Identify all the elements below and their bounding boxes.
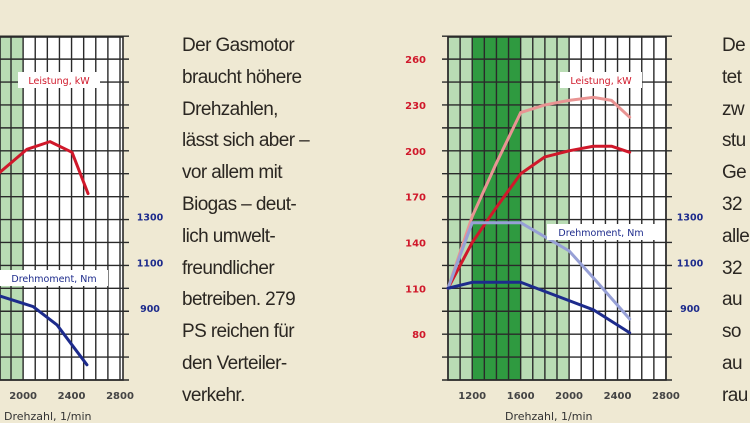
text-line: lich umwelt- bbox=[182, 225, 276, 247]
text-line: PS reichen für bbox=[182, 321, 295, 343]
plot-border bbox=[447, 36, 667, 381]
text-fragment: tet bbox=[722, 66, 742, 88]
chart-2: 1200 1600 2000 2400 2800 260 230 200 170 140 110 80… bbox=[405, 35, 704, 402]
right-tick-label: 900 bbox=[680, 304, 700, 315]
text-line: Biogas – deut- bbox=[182, 193, 297, 215]
legend-box-power bbox=[560, 72, 642, 88]
right-tick-label: 1300 bbox=[677, 213, 704, 224]
series-line-torque bbox=[446, 280, 632, 335]
left-tick-label: 80 bbox=[412, 330, 426, 341]
text-line: den Verteiler- bbox=[182, 352, 287, 374]
x-axis-title: Drehzahl, 1/min bbox=[4, 410, 92, 423]
x-tick-label: 2800 bbox=[106, 391, 134, 402]
left-tick-label: 170 bbox=[405, 193, 426, 204]
text-line: verkehr. bbox=[182, 384, 245, 406]
right-tick-label: 1100 bbox=[137, 258, 164, 269]
x-tick-label: 2000 bbox=[9, 391, 37, 402]
right-tick-label: 900 bbox=[140, 304, 160, 315]
text-line: braucht höhere bbox=[182, 66, 302, 88]
text-fragment: so bbox=[722, 321, 741, 343]
text-fragment: alle bbox=[722, 225, 750, 247]
text-fragment: au bbox=[722, 289, 743, 311]
text-fragment: rau bbox=[722, 384, 748, 406]
left-tick-label: 260 bbox=[405, 55, 426, 66]
text-line: Drehzahlen, bbox=[182, 98, 278, 120]
text-line: lässt sich aber – bbox=[182, 130, 310, 152]
series-line-torque bbox=[446, 221, 632, 321]
legend-box-torque bbox=[547, 224, 655, 240]
legend-label-power: Leistung, kW bbox=[570, 76, 632, 87]
series-line-power bbox=[0, 140, 90, 196]
text-line: betreiben. 279 bbox=[182, 289, 296, 311]
x-tick-label: 2000 bbox=[555, 391, 583, 402]
text-fragment: 32 bbox=[722, 257, 743, 279]
chart-1: 2000 2400 2800 1300 1100 900 Leistung, kW Drehm… bbox=[0, 35, 164, 402]
text-fragment: stu bbox=[722, 130, 746, 152]
legend-box-torque bbox=[0, 270, 108, 286]
text-fragment: zw bbox=[722, 98, 745, 120]
left-tick-label: 200 bbox=[405, 147, 426, 158]
x-tick-label: 1200 bbox=[458, 391, 486, 402]
text-fragment: au bbox=[722, 352, 743, 374]
right-tick-label: 1300 bbox=[137, 213, 164, 224]
legend-label-power: Leistung, kW bbox=[28, 76, 90, 87]
text-fragment: De bbox=[722, 35, 746, 56]
series-line-power bbox=[446, 95, 632, 290]
x-tick-label: 1600 bbox=[507, 391, 535, 402]
legend-label-torque: Drehmoment, Nm bbox=[558, 228, 643, 239]
series-line-torque bbox=[0, 294, 89, 367]
x-tick-label: 2400 bbox=[58, 391, 86, 402]
article-text-column-cut: De tet zw stu Ge 32 alle 32 au so au rau bbox=[722, 30, 750, 412]
left-tick-label: 230 bbox=[405, 101, 426, 112]
x-tick-label: 2400 bbox=[604, 391, 632, 402]
text-line: Der Gasmotor bbox=[182, 35, 295, 56]
article-text-column: Der Gasmotor braucht höhere Drehzahlen, … bbox=[182, 30, 310, 412]
text-line: vor allem mit bbox=[182, 162, 282, 184]
text-fragment: 32 bbox=[722, 193, 743, 215]
series-line-power bbox=[446, 144, 632, 290]
legend-box-power bbox=[18, 72, 100, 88]
x-axis-title: Drehzahl, 1/min bbox=[505, 410, 593, 423]
legend-label-torque: Drehmoment, Nm bbox=[11, 274, 96, 285]
right-tick-label: 1100 bbox=[677, 258, 704, 269]
plot-border bbox=[0, 36, 124, 381]
text-line: freundlicher bbox=[182, 257, 275, 279]
text-fragment: Ge bbox=[722, 162, 747, 184]
x-tick-label: 2800 bbox=[652, 391, 680, 402]
left-tick-label: 110 bbox=[405, 284, 426, 295]
left-tick-label: 140 bbox=[405, 238, 426, 249]
